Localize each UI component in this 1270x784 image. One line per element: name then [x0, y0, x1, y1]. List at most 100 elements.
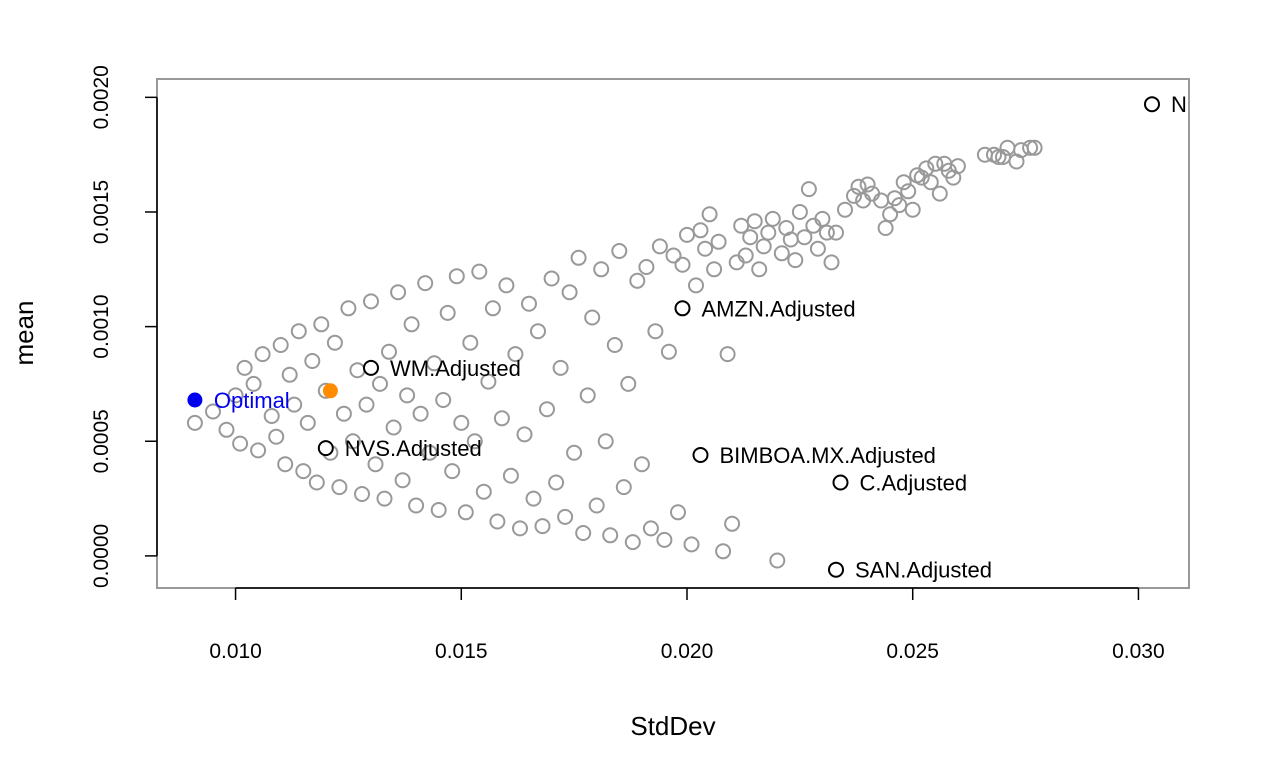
portfolio-point	[290, 323, 307, 340]
portfolio-point	[552, 359, 569, 376]
portfolio-point	[922, 174, 939, 191]
portfolio-point	[674, 256, 691, 273]
portfolio-point	[498, 277, 515, 294]
optimal-point	[187, 392, 203, 408]
portfolio-point	[593, 261, 610, 278]
portfolio-point	[656, 531, 673, 548]
portfolio-point	[620, 375, 637, 392]
portfolio-point	[277, 456, 294, 473]
y-tick-label: 0.0020	[90, 65, 113, 129]
portfolio-point	[426, 355, 443, 372]
portfolio-point	[299, 414, 316, 431]
portfolio-point	[597, 433, 614, 450]
portfolio-point	[629, 272, 646, 289]
portfolio-point	[530, 323, 546, 340]
portfolio-point	[818, 224, 835, 241]
portfolio-point	[575, 525, 592, 541]
portfolio-point	[701, 206, 718, 223]
y-tick-label: 0.0015	[90, 180, 113, 244]
portfolio-point	[624, 534, 641, 551]
portfolio-point	[638, 259, 655, 275]
asset-point	[317, 440, 334, 457]
portfolio-point	[566, 444, 583, 461]
portfolio-point	[1022, 139, 1039, 156]
asset-label: C.Adjusted	[860, 471, 968, 496]
portfolio-point	[372, 375, 388, 392]
portfolio-point	[507, 346, 524, 363]
portfolio-point	[769, 552, 786, 569]
x-tick-label: 0.025	[886, 640, 939, 663]
portfolio-point	[344, 433, 361, 450]
portfolio-point	[931, 185, 948, 202]
portfolio-point	[308, 474, 325, 491]
portfolio-point	[480, 373, 497, 390]
portfolio-point	[335, 405, 352, 422]
portfolio-point	[715, 543, 732, 560]
x-axis-title: StdDev	[630, 711, 715, 741]
special-points: Optimal	[187, 383, 338, 413]
portfolio-point	[250, 442, 267, 459]
portfolio-point	[205, 403, 221, 420]
portfolio-point	[814, 210, 831, 227]
portfolio-point	[548, 474, 565, 491]
portfolio-point	[489, 513, 506, 530]
portfolio-point	[615, 479, 632, 496]
portfolio-point	[272, 337, 289, 353]
portfolio-point	[570, 249, 587, 266]
y-tick-label: 0.0010	[90, 294, 113, 358]
portfolio-point	[611, 243, 628, 259]
highlight-point	[322, 383, 338, 399]
portfolio-point	[399, 387, 416, 404]
portfolio-point	[403, 316, 420, 333]
portfolio-point	[773, 245, 790, 262]
portfolio-point	[295, 463, 312, 480]
portfolio-point	[809, 240, 826, 257]
portfolio-point	[268, 428, 285, 445]
asset-label: AMZN.Adjusted	[702, 296, 856, 321]
asset-label: BIMBOA.MX.Adjusted	[720, 443, 936, 468]
y-tick-label: 0.0005	[90, 409, 113, 473]
portfolio-point	[670, 504, 686, 521]
portfolio-point	[746, 213, 763, 230]
portfolio-point	[539, 401, 555, 418]
x-tick-label: 0.010	[209, 640, 262, 663]
portfolio-point	[453, 414, 470, 431]
portfolio-point	[760, 224, 777, 241]
portfolio-point	[1026, 139, 1043, 156]
portfolio-point	[484, 300, 501, 317]
portfolio-point	[764, 210, 781, 227]
portfolio-point	[263, 408, 280, 424]
portfolio-point	[457, 504, 474, 521]
x-axis: 0.010 0.015 0.020 0.025 0.030	[209, 587, 1165, 663]
portfolio-point	[918, 160, 935, 177]
portfolio-point	[340, 300, 357, 317]
portfolio-point	[326, 334, 343, 351]
portfolio-point	[791, 204, 808, 220]
portfolio-point	[502, 467, 519, 484]
x-tick-label: 0.015	[435, 640, 488, 663]
portfolio-point	[363, 293, 379, 310]
portfolio-point	[588, 497, 605, 514]
portfolio-point	[719, 346, 736, 363]
optimal-label: Optimal	[214, 388, 290, 413]
portfolio-point	[381, 343, 397, 360]
portfolio-point	[525, 490, 542, 507]
portfolio-point	[232, 435, 249, 452]
portfolio-point	[692, 222, 709, 239]
portfolio-point	[561, 284, 578, 301]
portfolio-point	[390, 284, 407, 301]
asset-label: SAN.Adjusted	[855, 558, 992, 583]
portfolio-point	[642, 520, 659, 537]
portfolio-point	[606, 337, 623, 353]
portfolio-point	[245, 375, 262, 392]
portfolio-point	[254, 346, 271, 363]
portfolio-point	[376, 490, 393, 507]
portfolio-point	[647, 323, 664, 340]
portfolio-point	[394, 472, 411, 489]
portfolio-point	[688, 277, 704, 294]
portfolio-point	[227, 387, 244, 404]
portfolio-point	[850, 178, 867, 195]
portfolio-point	[877, 220, 894, 236]
y-tick-label: 0.0000	[90, 524, 113, 588]
